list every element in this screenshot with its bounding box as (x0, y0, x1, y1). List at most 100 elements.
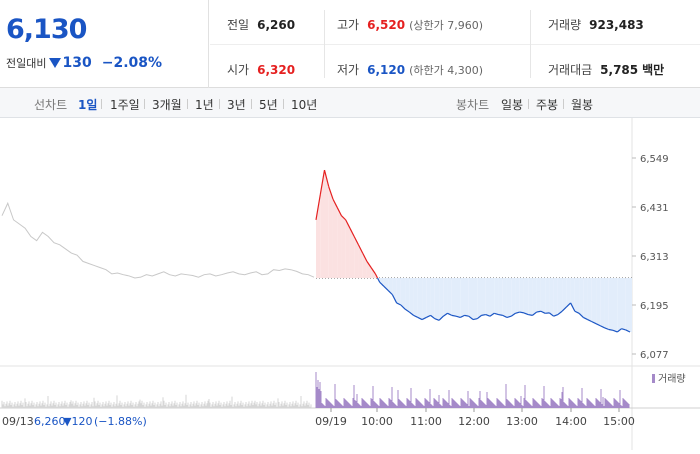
down-area-fill (481, 278, 485, 315)
down-area-fill (426, 278, 430, 317)
down-area-fill (558, 278, 562, 315)
stat-label: 고가 (337, 16, 359, 33)
down-area-fill (503, 278, 507, 317)
stat-value: 6,120 (367, 63, 405, 77)
period-10y[interactable]: 10년 (291, 96, 317, 113)
down-area-fill (422, 278, 426, 320)
candle-weekly[interactable]: 주봉 (536, 96, 558, 113)
stat-amount: 거래대금 5,785 백만 (548, 61, 664, 78)
down-area-fill (515, 278, 519, 313)
stat-label: 시가 (227, 61, 249, 78)
prev-day-line (2, 203, 314, 278)
up-area-fill (329, 187, 333, 278)
down-area-fill (613, 278, 617, 332)
volume-legend-swatch (652, 374, 655, 383)
down-area-fill (448, 278, 452, 315)
down-area-fill (511, 278, 515, 316)
up-area-fill (346, 220, 350, 278)
down-area-fill (596, 278, 600, 326)
down-area-fill (418, 278, 422, 320)
down-line-segment (481, 315, 485, 316)
volume-bars (2, 372, 629, 408)
down-area-fill (486, 278, 490, 316)
change-label: 전일대비 (6, 55, 46, 71)
change-value: 130 (62, 55, 91, 71)
toolbar-separator (219, 99, 220, 109)
price-header: 6,130 전일대비 130 −2.08% 전일 6,260 시가 6,320 … (0, 0, 700, 88)
down-area-fill (435, 278, 439, 320)
x-tick-label: 15:00 (603, 415, 635, 428)
down-line-segment (528, 315, 532, 316)
y-tick-label: 6,077 (640, 350, 669, 361)
down-area-fill (494, 278, 498, 315)
stat-prev-close: 전일 6,260 (227, 16, 295, 33)
stats-col-divider (530, 10, 531, 78)
stat-value: 5,785 (600, 63, 638, 77)
down-area-fill (465, 278, 469, 316)
down-area-fill (431, 278, 435, 319)
stat-limit: (상한가 7,960) (409, 17, 483, 33)
down-area-fill (583, 278, 587, 320)
down-area-fill (549, 278, 553, 316)
period-3m[interactable]: 3개월 (152, 96, 182, 113)
y-tick-label: 6,195 (640, 301, 669, 312)
stat-label: 거래대금 (548, 61, 592, 78)
toolbar-separator (187, 99, 188, 109)
period-1y[interactable]: 1년 (195, 96, 214, 113)
down-line-segment (520, 312, 524, 313)
up-area-fill (341, 216, 345, 278)
down-area-fill (443, 278, 447, 316)
down-area-fill (605, 278, 609, 329)
down-area-fill (473, 278, 477, 320)
down-area-fill (609, 278, 613, 330)
x-tick-label: 09/19 (315, 415, 347, 428)
stat-label: 저가 (337, 61, 359, 78)
down-area-fill (622, 278, 626, 330)
down-area-fill (575, 278, 579, 313)
chart-toolbar: 선차트 1일 1주일 3개월 1년 3년 5년 10년 봉차트 일봉 주봉 월봉 (0, 88, 700, 118)
stat-value: 923,483 (589, 18, 644, 32)
down-arrow-icon (49, 58, 61, 68)
prev-day-change-pct: (−1.88%) (94, 415, 147, 428)
period-1d[interactable]: 1일 (78, 96, 97, 113)
up-area-fill (333, 199, 337, 278)
toolbar-separator (144, 99, 145, 109)
down-area-fill (498, 278, 502, 315)
down-area-fill (439, 278, 443, 320)
prev-day-close: 6,260 (34, 415, 66, 428)
x-tick-label: 12:00 (458, 415, 490, 428)
down-area-fill (397, 278, 401, 305)
area-fills (316, 170, 632, 332)
stat-volume: 거래량 923,483 (548, 16, 644, 33)
down-area-fill (520, 278, 524, 313)
down-area-fill (630, 278, 632, 332)
y-tick-label: 6,549 (640, 154, 669, 165)
candle-monthly[interactable]: 월봉 (571, 96, 593, 113)
down-area-fill (528, 278, 532, 315)
down-area-fill (452, 278, 456, 316)
up-area-fill (320, 170, 324, 278)
down-area-fill (507, 278, 511, 317)
toolbar-separator (563, 99, 564, 109)
down-area-fill (405, 278, 409, 312)
stat-value: 6,320 (257, 63, 295, 77)
volume-legend-label: 거래량 (658, 373, 686, 385)
candle-daily[interactable]: 일봉 (501, 96, 523, 113)
period-3y[interactable]: 3년 (227, 96, 246, 113)
down-area-fill (414, 278, 418, 317)
down-area-fill (579, 278, 583, 317)
down-area-fill (460, 278, 464, 317)
down-line-segment (537, 311, 541, 312)
down-area-fill (617, 278, 621, 332)
down-area-fill (554, 278, 558, 316)
down-line-segment (452, 315, 456, 316)
period-1w[interactable]: 1주일 (110, 96, 140, 113)
down-area-fill (592, 278, 596, 324)
change-row: 전일대비 130 −2.08% (6, 55, 162, 71)
period-5y[interactable]: 5년 (259, 96, 278, 113)
x-tick-label: 10:00 (361, 415, 393, 428)
down-area-fill (469, 278, 473, 320)
x-tick-label: 13:00 (506, 415, 538, 428)
